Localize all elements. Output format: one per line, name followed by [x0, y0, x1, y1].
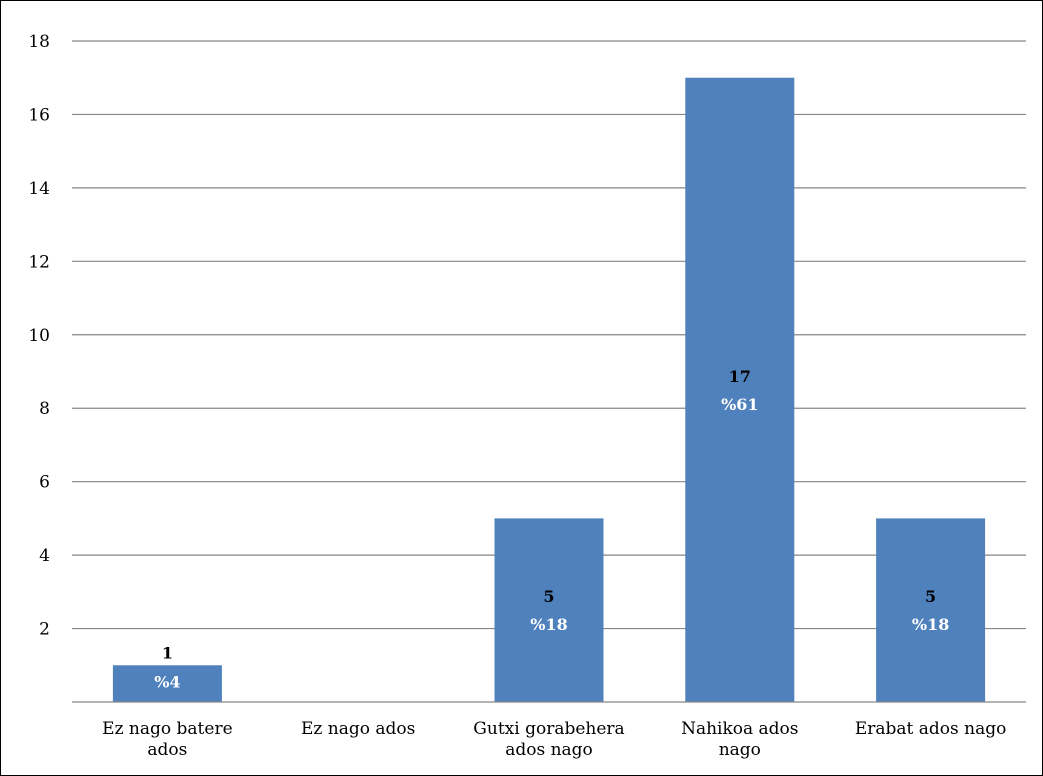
count-label-1: 1 [162, 643, 173, 662]
count-label-5: 5 [925, 587, 936, 606]
y-tick-label-18: 18 [28, 32, 50, 52]
y-axis-tick-labels: 2 4 6 8 10 12 14 16 18 [28, 32, 50, 640]
bar-3 [494, 518, 604, 702]
category-label-5-line-1: Erabat ados nago [855, 719, 1007, 739]
category-label-3-line-2: ados nago [505, 740, 593, 760]
percent-label-1: %4 [154, 672, 180, 691]
count-label-3: 5 [543, 587, 554, 606]
category-label-1-line-2: ados [147, 740, 187, 760]
data-labels: 1 %4 5 %18 17 %61 5 %18 [154, 367, 949, 691]
category-label-4-line-2: nago [719, 740, 761, 760]
y-tick-label-6: 6 [39, 473, 50, 493]
category-label-3-line-1: Gutxi gorabehera [473, 719, 624, 739]
bar-1 [112, 665, 222, 702]
y-tick-label-16: 16 [28, 105, 50, 125]
y-tick-label-2: 2 [39, 620, 50, 640]
percent-label-5: %18 [912, 615, 949, 634]
y-tick-label-12: 12 [28, 252, 50, 272]
y-tick-label-4: 4 [39, 546, 50, 566]
category-label-4-line-1: Nahikoa ados [681, 719, 798, 739]
category-label-1-line-1: Ez nago batere [102, 719, 232, 739]
gridlines [72, 40, 1026, 630]
bar-4 [685, 77, 795, 702]
count-label-4: 17 [729, 367, 751, 386]
percent-label-3: %18 [530, 615, 567, 634]
y-tick-label-14: 14 [28, 179, 50, 199]
y-tick-label-10: 10 [28, 326, 50, 346]
bar-5 [876, 518, 986, 702]
percent-label-4: %61 [721, 395, 758, 414]
bars [112, 77, 986, 702]
category-label-2-line-1: Ez nago ados [301, 719, 415, 739]
y-tick-label-8: 8 [39, 399, 50, 419]
